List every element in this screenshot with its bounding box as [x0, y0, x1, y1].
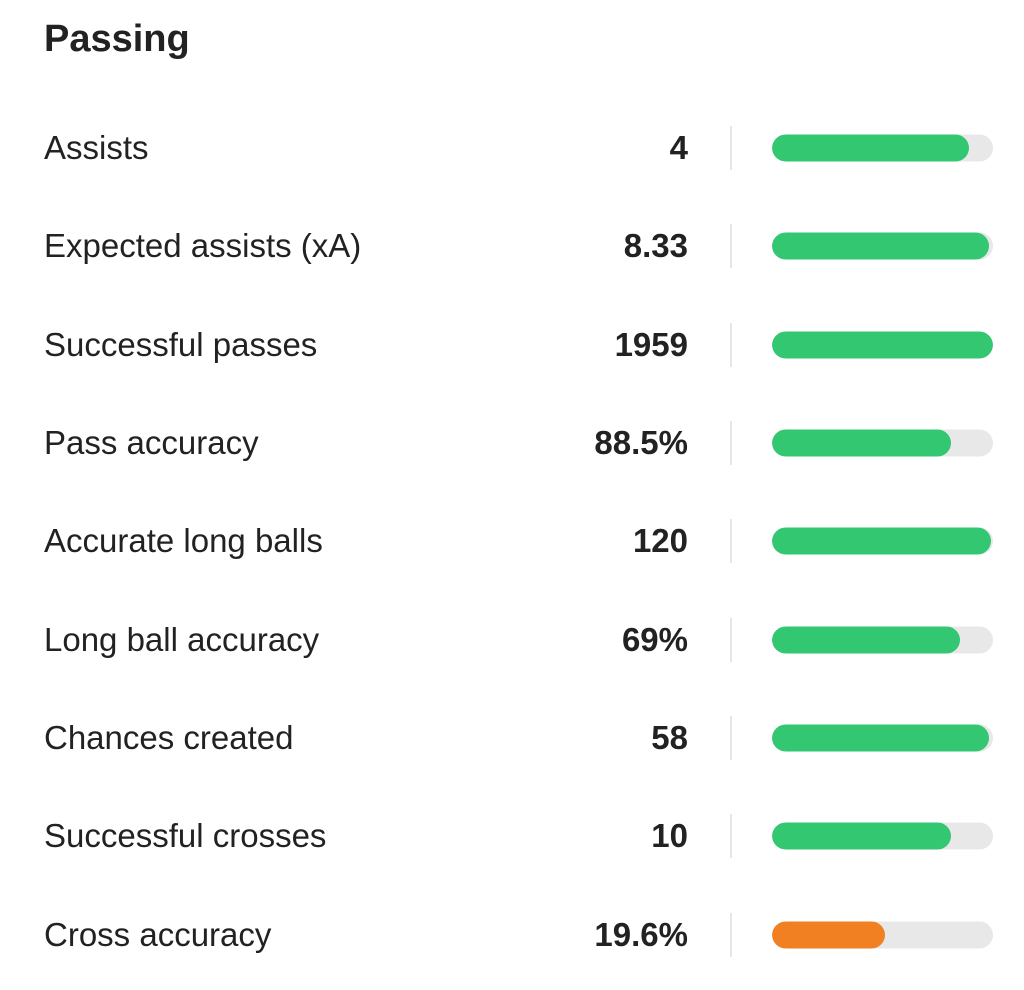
stat-value: 8.33: [623, 227, 688, 265]
stat-label: Chances created: [44, 718, 294, 756]
percentile-bar-track: [772, 429, 993, 457]
section-title: Passing: [44, 18, 190, 60]
percentile-bar-track: [772, 822, 993, 850]
percentile-bar-fill: [772, 921, 885, 949]
stat-value: 58: [651, 718, 688, 756]
stat-row-expected-assists[interactable]: Expected assists (xA) 8.33: [0, 197, 1024, 295]
divider: [730, 519, 732, 564]
stat-value: 88.5%: [594, 424, 688, 462]
percentile-bar-track: [772, 921, 993, 949]
percentile-bar-track: [772, 724, 993, 752]
stat-row-chances-created[interactable]: Chances created 58: [0, 689, 1024, 787]
divider: [730, 814, 732, 859]
percentile-bar-fill: [772, 232, 989, 260]
divider: [730, 322, 732, 367]
percentile-bar-track: [772, 626, 993, 654]
stat-label: Accurate long balls: [44, 522, 323, 560]
stat-label: Expected assists (xA): [44, 227, 362, 265]
stat-row-assists[interactable]: Assists 4: [0, 99, 1024, 197]
percentile-bar-fill: [772, 626, 960, 654]
divider: [730, 715, 732, 760]
stats-list: Assists 4 Expected assists (xA) 8.33 Suc…: [0, 99, 1024, 984]
stat-value: 120: [632, 522, 688, 560]
stat-label: Cross accuracy: [44, 915, 272, 953]
divider: [730, 421, 732, 466]
stat-value: 69%: [621, 620, 688, 658]
divider: [730, 617, 732, 662]
percentile-bar-fill: [772, 527, 991, 555]
percentile-bar-track: [772, 527, 993, 555]
stat-label: Successful crosses: [44, 817, 327, 855]
stat-label: Assists: [44, 129, 149, 167]
stat-value: 10: [651, 817, 688, 855]
percentile-bar-track: [772, 232, 993, 260]
stat-row-successful-passes[interactable]: Successful passes 1959: [0, 296, 1024, 394]
stat-value: 4: [669, 129, 688, 167]
stat-value: 1959: [614, 325, 688, 363]
stat-row-accurate-long-balls[interactable]: Accurate long balls 120: [0, 492, 1024, 590]
divider: [730, 912, 732, 957]
percentile-bar-track: [772, 331, 993, 359]
percentile-bar-track: [772, 134, 993, 162]
percentile-bar-fill: [772, 724, 989, 752]
stat-row-pass-accuracy[interactable]: Pass accuracy 88.5%: [0, 394, 1024, 492]
stat-label: Long ball accuracy: [44, 620, 320, 658]
percentile-bar-fill: [772, 331, 993, 359]
stat-label: Pass accuracy: [44, 424, 259, 462]
percentile-bar-fill: [772, 429, 951, 457]
stat-value: 19.6%: [594, 915, 688, 953]
stat-row-successful-crosses[interactable]: Successful crosses 10: [0, 787, 1024, 885]
percentile-bar-fill: [772, 134, 969, 162]
divider: [730, 126, 732, 171]
percentile-bar-fill: [772, 822, 951, 850]
stat-label: Successful passes: [44, 325, 318, 363]
stat-row-long-ball-accuracy[interactable]: Long ball accuracy 69%: [0, 590, 1024, 688]
divider: [730, 224, 732, 269]
stat-row-cross-accuracy[interactable]: Cross accuracy 19.6%: [0, 885, 1024, 983]
